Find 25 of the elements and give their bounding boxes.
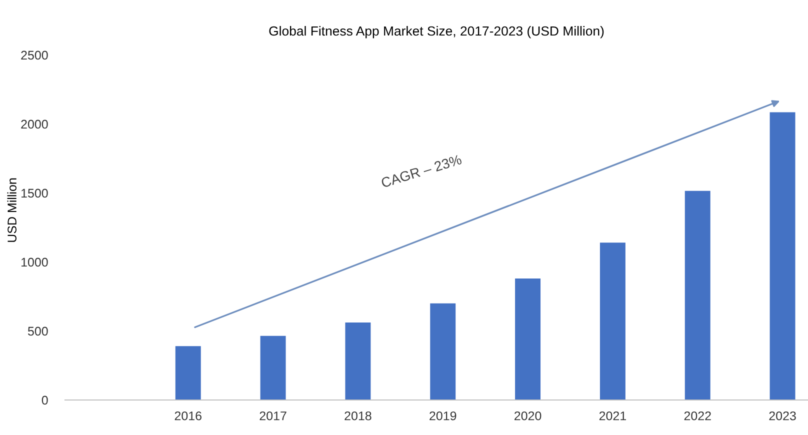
- bar: [345, 322, 371, 400]
- bar: [430, 303, 456, 400]
- bar: [770, 112, 796, 400]
- y-tick-label: 2000: [21, 120, 48, 129]
- x-tick-label: 2022: [684, 411, 711, 420]
- annotation: CAGR – 23%: [380, 154, 462, 188]
- x-tick-label: 2020: [514, 411, 542, 420]
- bar: [515, 278, 541, 400]
- x-tick-label: 2017: [260, 411, 286, 420]
- y-tick-label: 0: [42, 396, 48, 405]
- bar: [684, 190, 710, 400]
- y-axis-title: USD Million: [7, 178, 16, 242]
- y-tick-label: 1500: [21, 188, 48, 198]
- x-tick-label: 2023: [769, 411, 796, 420]
- y-tick-label: 2500: [21, 50, 48, 60]
- x-tick-label: 2018: [344, 411, 372, 420]
- y-tick-label: 1000: [21, 258, 48, 267]
- x-tick-label: 2021: [599, 411, 626, 420]
- chart-title: Global Fitness App Market Size, 2017-2023 (USD Million): [269, 26, 604, 38]
- x-tick-label: 2019: [430, 411, 456, 420]
- bar: [175, 346, 201, 400]
- bar: [600, 242, 626, 400]
- y-tick-label: 500: [28, 326, 48, 336]
- bar: [260, 336, 286, 400]
- x-tick-label: 2016: [174, 411, 202, 420]
